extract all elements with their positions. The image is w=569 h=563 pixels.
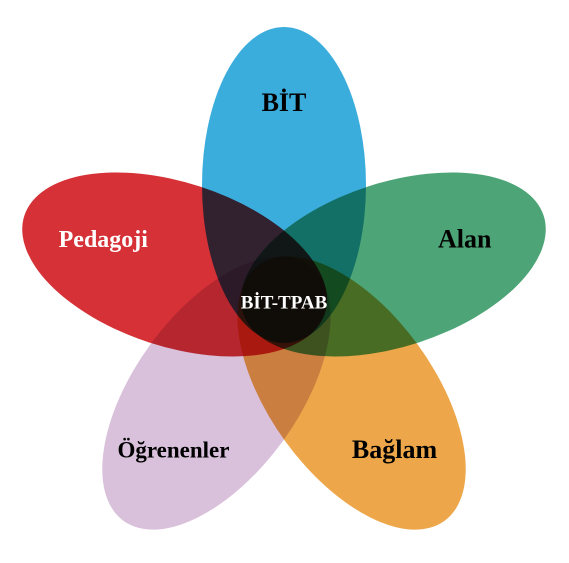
petal-label-bit: BİT xyxy=(262,88,307,117)
petal-label-ogrenenler: Öğrenenler xyxy=(117,437,229,462)
petal-label-baglam: Bağlam xyxy=(352,435,438,464)
petal-label-pedagoji: Pedagoji xyxy=(59,227,149,253)
center-label: BİT-TPAB xyxy=(241,292,328,313)
venn-flower-diagram: BİT Alan Bağlam Öğrenenler Pedagoji BİT-TPAB xyxy=(0,0,569,563)
petal-label-alan: Alan xyxy=(438,224,492,253)
